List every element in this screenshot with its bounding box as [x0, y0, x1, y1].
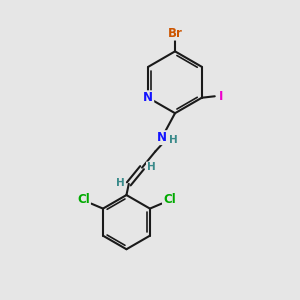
Text: N: N [158, 131, 167, 144]
Text: Br: Br [168, 27, 182, 40]
Text: H: H [146, 162, 155, 172]
Text: H: H [169, 135, 177, 145]
Text: Cl: Cl [163, 193, 176, 206]
Text: H: H [116, 178, 124, 188]
Text: N: N [143, 91, 153, 104]
Text: Cl: Cl [77, 193, 90, 206]
Text: I: I [218, 90, 223, 103]
